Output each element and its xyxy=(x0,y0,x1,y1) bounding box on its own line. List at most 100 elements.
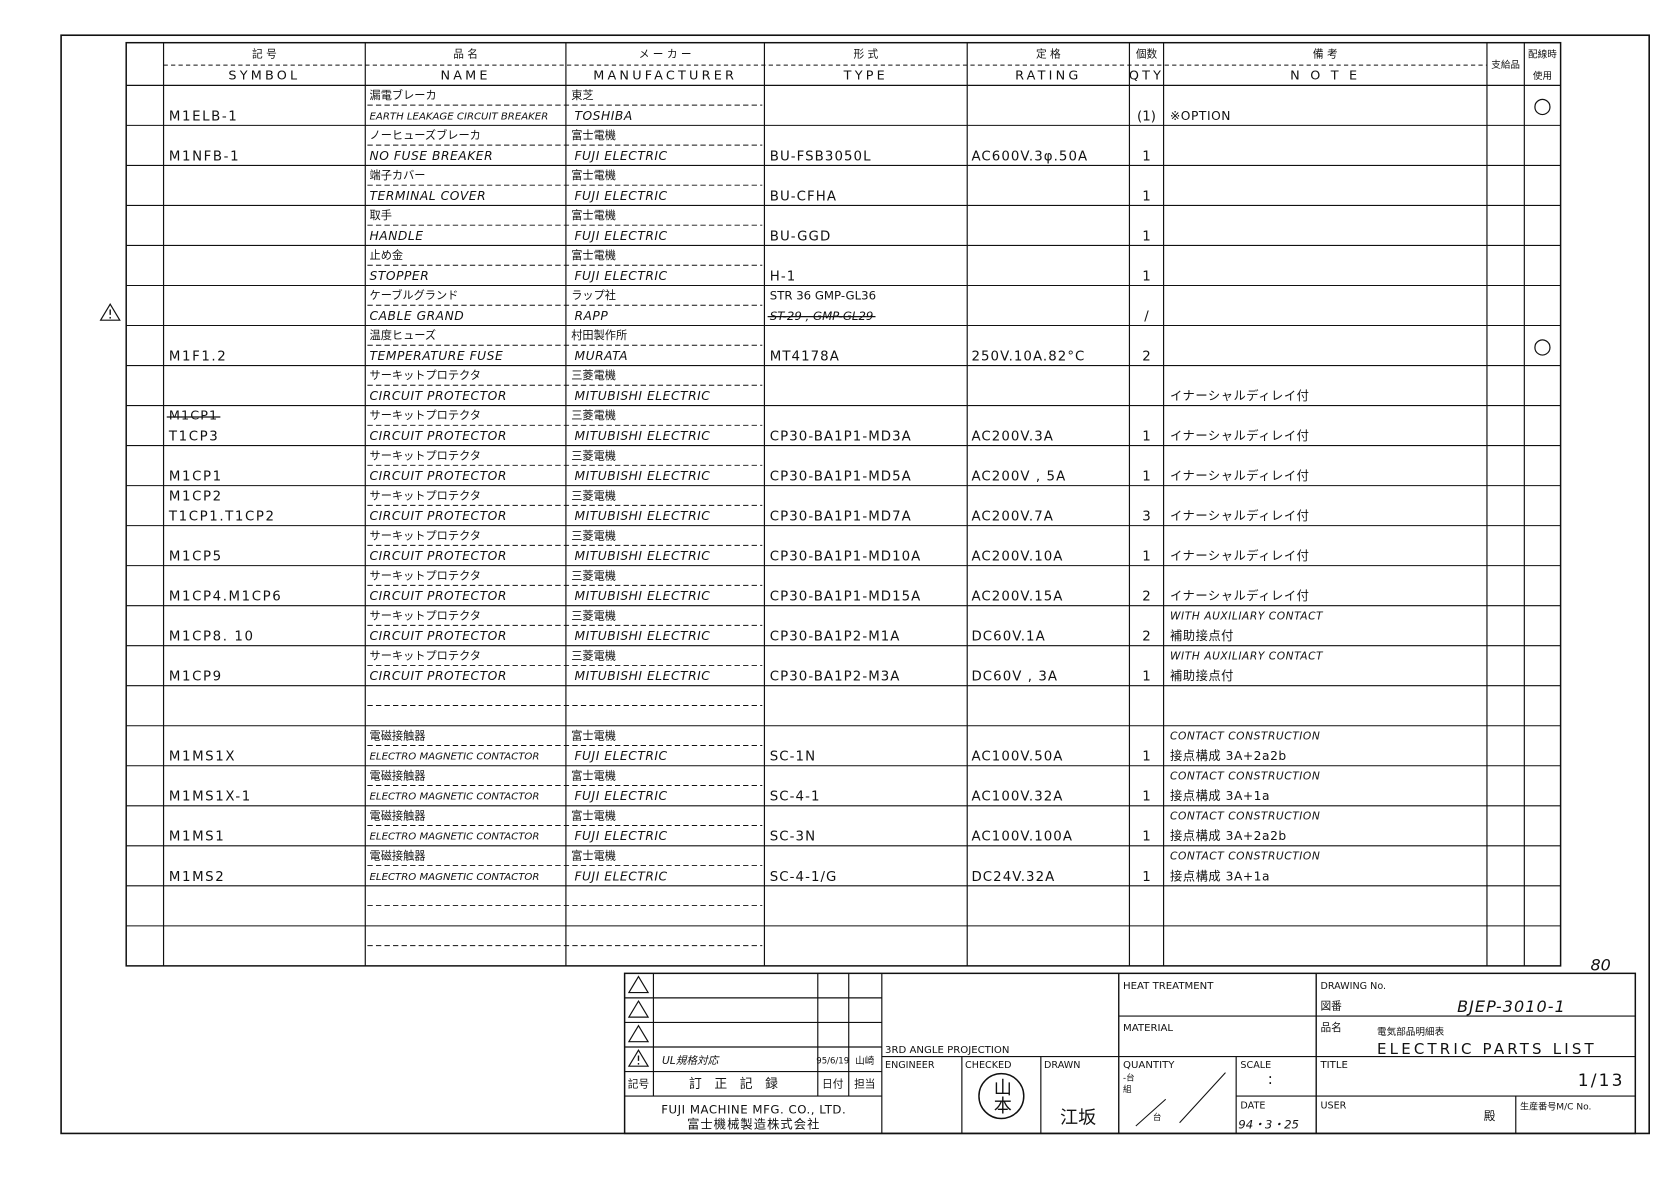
column-header: 備 考 xyxy=(1313,47,1338,60)
cell-text: CONTACT CONSTRUCTION xyxy=(1170,849,1320,862)
cell-text: UL規格対応 xyxy=(662,1054,721,1067)
cell-text: イナーシャルディレイ付 xyxy=(1170,428,1309,443)
cell-text: 江坂 xyxy=(1060,1107,1096,1128)
cell-text: AC200V , 5A xyxy=(971,470,1066,485)
cell-text: MURATA xyxy=(574,349,628,363)
cell-text: CP30-BA1P2-M3A xyxy=(770,670,901,685)
cell-text: 1 xyxy=(1142,430,1150,445)
cell-text: 2 xyxy=(1142,349,1150,364)
cell-text: 組 xyxy=(1123,1084,1132,1095)
column-header: 個数 xyxy=(1136,47,1158,60)
cell-text: CP30-BA1P1-MD5A xyxy=(770,470,912,485)
cell-text: 富士電機 xyxy=(571,128,616,142)
cell-text: DC60V , 3A xyxy=(971,670,1058,685)
cell-text: MITUBISHI ELECTRIC xyxy=(574,429,710,443)
cell-text: 温度ヒューズ xyxy=(370,328,437,342)
annotation: 80 xyxy=(1590,955,1610,974)
cell-text: CONTACT CONSTRUCTION xyxy=(1170,729,1320,742)
cell-text: 1 xyxy=(1142,870,1150,885)
cell-text: M1MS1 xyxy=(169,830,225,845)
cell-text: HEAT TREATMENT xyxy=(1123,981,1214,992)
cell-text: 接点構成 3A+1a xyxy=(1170,868,1270,883)
cell-text: M1CP8. 10 xyxy=(169,630,255,645)
cell-text: DC24V.32A xyxy=(971,870,1055,885)
cell-text: NO FUSE BREAKER xyxy=(370,149,494,163)
cell-text: M1MS1X xyxy=(169,750,236,765)
cell-text: CP30-BA1P2-M1A xyxy=(770,630,901,645)
cell-text: 三菱電機 xyxy=(571,648,616,662)
cell-text: M1MS1X-1 xyxy=(169,790,252,805)
cell-text: FUJI ELECTRIC xyxy=(574,789,667,803)
cell-text: CHECKED xyxy=(965,1060,1011,1071)
cell-text: 山崎 xyxy=(855,1055,875,1067)
cell-text: AC600V.3φ.50A xyxy=(971,149,1088,164)
cell-text: 電磁接触器 xyxy=(370,848,426,862)
cell-text: 図番 xyxy=(1320,999,1342,1012)
cell-text: M1CP1 xyxy=(169,409,218,424)
cell-text: BJEP-3010-1 xyxy=(1457,997,1566,1016)
cell-text: 2 xyxy=(1142,630,1150,645)
cell-text: 1 xyxy=(1142,470,1150,485)
cell-text: サーキットプロテクタ xyxy=(370,489,481,502)
cell-text: CP30-BA1P1-MD7A xyxy=(770,510,912,525)
cell-text: ケーブルグランド xyxy=(370,288,459,302)
cell-text: (1) xyxy=(1137,109,1156,124)
cell-text: サーキットプロテクタ xyxy=(370,609,481,622)
cell-text: 生産番号M/C No. xyxy=(1520,1100,1591,1112)
cell-text: MITUBISHI ELECTRIC xyxy=(574,669,710,683)
cell-text: 電磁接触器 xyxy=(370,728,426,742)
cell-text: CONTACT CONSTRUCTION xyxy=(1170,809,1320,822)
cell-text: 三菱電機 xyxy=(571,608,616,622)
cell-text: RAPP xyxy=(574,309,608,323)
cell-text: AC100V.32A xyxy=(971,790,1063,805)
cell-text: FUJI ELECTRIC xyxy=(574,149,667,163)
cell-text: T1CP1.T1CP2 xyxy=(168,510,276,525)
seal xyxy=(978,1072,1025,1120)
cell-text: ラップ社 xyxy=(571,288,616,302)
cell-text: AC100V.100A xyxy=(971,830,1073,845)
column-header: 配線時 xyxy=(1528,48,1557,60)
column-header: SYMBOL xyxy=(228,68,300,83)
cell-text: FUJI ELECTRIC xyxy=(574,269,667,283)
cell-text: CIRCUIT PROTECTOR xyxy=(370,669,507,683)
title-block xyxy=(623,972,1637,1135)
column-header: 記 号 xyxy=(252,47,277,60)
cell-text: 富士機械製造株式会社 xyxy=(687,1116,820,1131)
cell-text: 補助接点付 xyxy=(1170,628,1234,643)
cell-text: 1 xyxy=(1142,790,1150,805)
cell-text: 富士電機 xyxy=(571,768,616,782)
column-header: 支給品 xyxy=(1491,59,1520,71)
cell-text: AC100V.50A xyxy=(971,750,1063,765)
column-header: 使用 xyxy=(1533,70,1552,82)
seal-text: 山本 xyxy=(991,1078,1012,1114)
slash xyxy=(1135,1098,1167,1127)
cell-text: サーキットプロテクタ xyxy=(370,409,481,422)
cell-text: 1 xyxy=(1142,830,1150,845)
cell-text: サーキットプロテクタ xyxy=(370,569,481,582)
cell-text: AC200V.10A xyxy=(971,550,1063,565)
cell-text: / xyxy=(1144,309,1149,324)
cell-text: M1CP4.M1CP6 xyxy=(169,590,282,605)
used-mark: ○ xyxy=(1533,94,1552,119)
cell-text: 接点構成 3A+1a xyxy=(1170,788,1270,803)
cell-text: H-1 xyxy=(770,269,797,284)
cell-text: BU-FSB3050L xyxy=(770,149,872,164)
cell-text: ノーヒューズブレーカ xyxy=(370,128,481,142)
cell-text: 記号 xyxy=(628,1077,649,1090)
cell-text: 村田製作所 xyxy=(571,328,627,342)
cell-text: : xyxy=(1268,1070,1273,1088)
cell-text: CIRCUIT PROTECTOR xyxy=(370,589,507,603)
cell-text: QUANTITY xyxy=(1123,1060,1175,1071)
cell-text: MATERIAL xyxy=(1123,1023,1173,1034)
cell-text: CIRCUIT PROTECTOR xyxy=(370,469,507,483)
cell-text: 電気部品明細表 xyxy=(1377,1026,1445,1038)
cell-text: TEMPERATURE FUSE xyxy=(370,349,504,363)
cell-text: 殿 xyxy=(1484,1109,1496,1123)
cell-text: 台 xyxy=(1153,1112,1162,1123)
cell-text: イナーシャルディレイ付 xyxy=(1170,548,1309,563)
revision-triangle xyxy=(627,999,650,1018)
cell-text: MITUBISHI ELECTRIC xyxy=(574,509,710,523)
cell-text: 富士電機 xyxy=(571,248,616,262)
cell-text: 取手 xyxy=(370,208,392,222)
cell-text: 三菱電機 xyxy=(571,368,616,382)
